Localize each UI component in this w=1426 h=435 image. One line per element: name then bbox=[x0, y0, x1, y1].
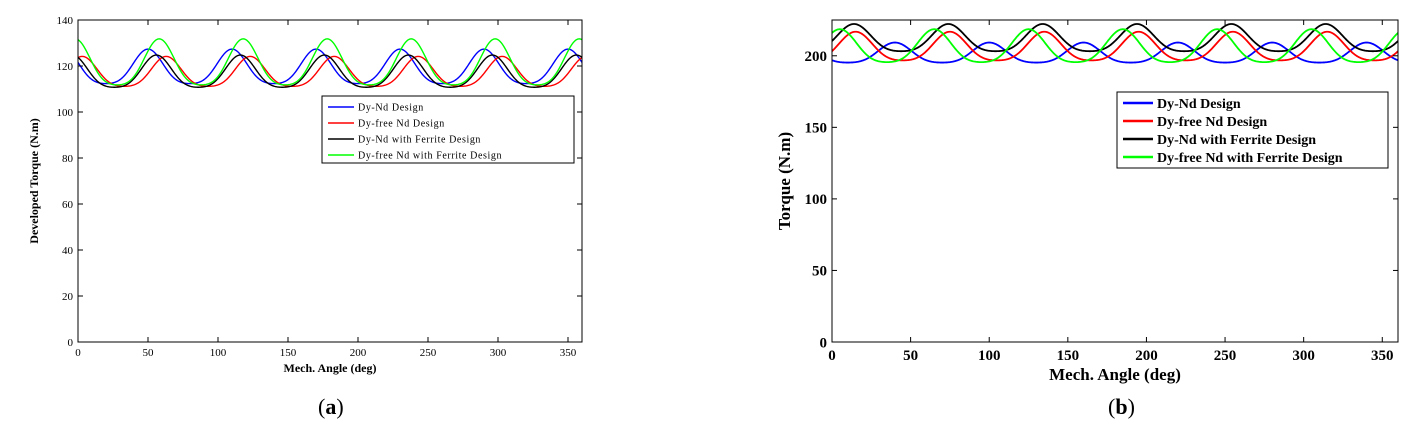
y-axis-label: Torque (N.m) bbox=[775, 132, 794, 230]
subfigure-caption: (b) bbox=[1108, 394, 1135, 419]
x-tick-label: 250 bbox=[420, 347, 437, 359]
plot-frame bbox=[831, 19, 1399, 343]
legend-label-2: Dy-Nd with Ferrite Design bbox=[358, 135, 481, 146]
series-line-3 bbox=[832, 28, 1398, 64]
caption-close-paren: ) bbox=[1128, 394, 1135, 419]
y-tick-label: 120 bbox=[57, 61, 74, 73]
y-tick-label: 50 bbox=[812, 264, 827, 280]
series-line-0 bbox=[78, 48, 582, 85]
y-tick-label: 140 bbox=[57, 15, 74, 27]
subfigure-caption: (a) bbox=[318, 394, 344, 419]
legend-label-3: Dy-free Nd with Ferrite Design bbox=[1157, 151, 1343, 166]
x-tick-label: 200 bbox=[350, 347, 367, 359]
y-tick-label: 60 bbox=[62, 199, 74, 211]
x-tick-label: 50 bbox=[143, 347, 155, 359]
y-tick-label: 0 bbox=[68, 337, 74, 349]
x-tick-label: 300 bbox=[1292, 348, 1315, 364]
caption-close-paren: ) bbox=[336, 394, 343, 419]
legend-label-1: Dy-free Nd Design bbox=[1157, 115, 1267, 130]
chart-a: 0 50 100 150 200 250 300 350 0 20 40 60 80 100 120 140 M… bbox=[27, 15, 583, 419]
x-tick-label: 0 bbox=[75, 347, 81, 359]
y-tick-label: 80 bbox=[62, 153, 74, 165]
series-line-2 bbox=[832, 23, 1398, 53]
legend-box bbox=[1116, 91, 1389, 169]
legend-label-0: Dy-Nd Design bbox=[358, 103, 424, 114]
legend-label-0: Dy-Nd Design bbox=[1157, 97, 1241, 112]
series-line-2 bbox=[78, 54, 582, 88]
y-tick-label: 0 bbox=[820, 335, 828, 351]
y-tick-label: 100 bbox=[805, 192, 828, 208]
x-tick-label: 350 bbox=[560, 347, 577, 359]
series-line-1 bbox=[832, 30, 1398, 62]
x-axis-label: Mech. Angle (deg) bbox=[284, 361, 377, 375]
legend-label-1: Dy-free Nd Design bbox=[358, 119, 445, 130]
y-tick-label: 100 bbox=[57, 107, 74, 119]
legend-label-3: Dy-free Nd with Ferrite Design bbox=[358, 151, 502, 162]
legend-label-2: Dy-Nd with Ferrite Design bbox=[1157, 133, 1316, 148]
caption-open-paren: ( bbox=[318, 394, 325, 419]
series-line-1 bbox=[78, 55, 582, 88]
y-axis-label: Developed Torque (N.m) bbox=[27, 118, 41, 243]
x-tick-label: 100 bbox=[978, 348, 1001, 364]
x-tick-label: 150 bbox=[280, 347, 297, 359]
series-line-3 bbox=[78, 38, 582, 86]
x-axis-label: Mech. Angle (deg) bbox=[1049, 365, 1181, 384]
caption-open-paren: ( bbox=[1108, 394, 1115, 419]
x-tick-label: 200 bbox=[1135, 348, 1158, 364]
y-tick-label: 150 bbox=[805, 121, 828, 137]
x-tick-label: 100 bbox=[210, 347, 227, 359]
series-line-0 bbox=[832, 41, 1398, 64]
x-tick-label: 50 bbox=[903, 348, 918, 364]
x-tick-label: 250 bbox=[1214, 348, 1237, 364]
x-tick-label: 0 bbox=[828, 348, 836, 364]
y-tick-label: 20 bbox=[62, 291, 74, 303]
plot-frame bbox=[77, 19, 583, 343]
x-tick-label: 300 bbox=[490, 347, 507, 359]
series-group bbox=[832, 23, 1398, 64]
caption-letter: a bbox=[325, 394, 336, 419]
series-group bbox=[78, 38, 582, 88]
x-tick-label: 150 bbox=[1057, 348, 1080, 364]
y-tick-label: 40 bbox=[62, 245, 74, 257]
legend-box bbox=[321, 95, 575, 164]
y-tick-label: 200 bbox=[805, 49, 828, 65]
x-tick-label: 350 bbox=[1371, 348, 1394, 364]
caption-letter: b bbox=[1115, 394, 1127, 419]
